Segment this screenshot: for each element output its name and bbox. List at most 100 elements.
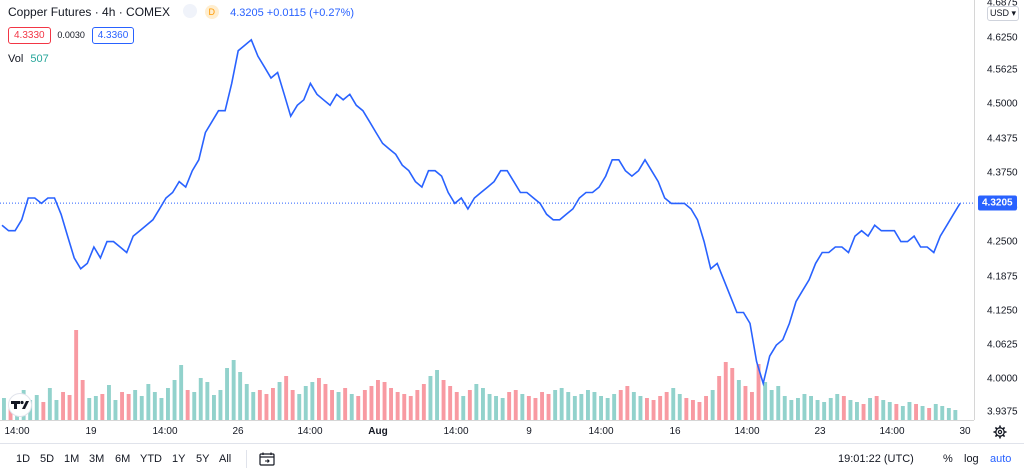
ask-price[interactable]: 4.3360 [91, 27, 135, 44]
volume-value: 507 [30, 53, 49, 65]
volume-bar [343, 388, 348, 420]
price-line-series [1, 38, 961, 387]
range-button[interactable]: 3M [89, 453, 105, 465]
range-button[interactable]: All [219, 453, 232, 465]
volume-bar [2, 398, 6, 420]
volume-bar [520, 394, 525, 420]
volume-bar [54, 400, 59, 420]
volume-bar [868, 398, 872, 420]
volume-bar [743, 386, 748, 420]
volume-bar [900, 406, 905, 420]
volume-bar [782, 396, 787, 420]
volume-bar [723, 362, 728, 420]
volume-bar [736, 380, 741, 420]
price-tick: 3.9375 [987, 406, 1018, 418]
toolbar-separator [246, 450, 247, 468]
volume-bar [297, 394, 302, 420]
volume-bar [87, 398, 92, 420]
price-tick: 4.0000 [987, 373, 1018, 385]
time-tick: Aug [368, 426, 388, 437]
time-axis[interactable]: 14:00 19 14:00 26 14:00 Aug 14:00 9 14:00 16 14:00… [0, 420, 974, 443]
volume-bar [303, 386, 308, 420]
volume-bar [382, 382, 387, 420]
volume-bar [238, 372, 243, 420]
volume-bar [631, 392, 636, 420]
volume-bar [185, 390, 190, 420]
percent-scale-button[interactable]: % [943, 453, 953, 465]
auto-scale-button[interactable]: auto [990, 453, 1012, 465]
volume-bar [310, 382, 315, 420]
range-button[interactable]: 6M [115, 453, 131, 465]
log-scale-button[interactable]: log [964, 453, 979, 465]
volume-bar [61, 392, 65, 420]
volume-bar [251, 392, 256, 420]
volume-bar [540, 392, 544, 420]
time-tick: 9 [526, 426, 532, 437]
range-button[interactable]: 5Y [196, 453, 210, 465]
volume-bar [323, 384, 328, 420]
volume-bar [421, 384, 426, 420]
volume-bar [704, 396, 708, 420]
volume-bar [218, 390, 223, 420]
price-chart[interactable]: Copper Futures · 4h · COMEX D 4.3205 +0.… [0, 0, 974, 420]
go-to-date-icon[interactable] [259, 452, 275, 466]
volume-bar [828, 398, 833, 420]
volume-bar [697, 402, 702, 420]
volume-bar [454, 392, 459, 420]
volume-bar [861, 404, 866, 420]
price-tick: 4.4375 [987, 133, 1018, 145]
volume-bar [474, 384, 479, 420]
volume-bar [448, 386, 453, 420]
time-tick: 23 [814, 426, 826, 437]
volume-bar [848, 400, 853, 420]
tradingview-logo-icon[interactable] [5, 393, 35, 417]
volume-bar [369, 386, 374, 420]
symbol-title[interactable]: Copper Futures · 4h · COMEX [8, 5, 171, 19]
volume-bar [494, 396, 498, 420]
volume-bar [408, 396, 413, 420]
time-tick: 14:00 [152, 426, 178, 437]
spread-value: 0.0030 [57, 30, 85, 40]
volume-bar [198, 378, 203, 420]
range-button[interactable]: 1Y [172, 453, 186, 465]
volume-bar [586, 390, 590, 420]
range-button[interactable]: 5D [40, 453, 55, 465]
volume-bar [257, 390, 262, 420]
range-button[interactable]: YTD [140, 453, 162, 465]
volume-bar [146, 384, 151, 420]
volume-bar [645, 398, 649, 420]
currency-selector[interactable]: USD ▾ [987, 6, 1020, 21]
volume-bar [592, 392, 597, 420]
volume-bar [579, 394, 584, 420]
price-tick: 4.0625 [987, 339, 1018, 351]
volume-bar [205, 382, 210, 420]
volume-bar [815, 400, 820, 420]
gear-icon[interactable] [993, 425, 1007, 439]
volume-bar [34, 395, 39, 420]
utc-clock[interactable]: 19:01:22 (UTC) [838, 453, 914, 465]
chart-canvas[interactable] [0, 0, 974, 420]
volume-bar [822, 402, 827, 420]
volume-bar [41, 402, 46, 420]
volume-bar [887, 402, 892, 420]
volume-bar [271, 388, 275, 420]
volume-bar [677, 394, 682, 420]
volume-bar [284, 376, 289, 420]
delayed-data-badge[interactable]: D [204, 5, 219, 19]
currency-label: USD [990, 8, 1010, 18]
time-tick: 14:00 [588, 426, 614, 437]
range-button[interactable]: 1D [16, 453, 31, 465]
bid-price[interactable]: 4.3330 [8, 27, 51, 44]
volume-bar [907, 402, 912, 420]
volume-bar [126, 394, 131, 420]
price-scale[interactable]: USD ▾ 4.6875 4.6250 4.5625 4.5000 4.4375 4.37… [974, 0, 1024, 420]
volume-bar [684, 398, 689, 420]
volume-bar [526, 396, 531, 420]
volume-bar [113, 400, 118, 420]
volume-bar [618, 390, 623, 420]
range-button[interactable]: 1M [64, 453, 80, 465]
volume-bar [671, 388, 676, 420]
last-price-change: 4.3205 +0.0115 (+0.27%) [230, 7, 355, 19]
volume-bar [356, 396, 361, 420]
time-tick: 14:00 [879, 426, 905, 437]
